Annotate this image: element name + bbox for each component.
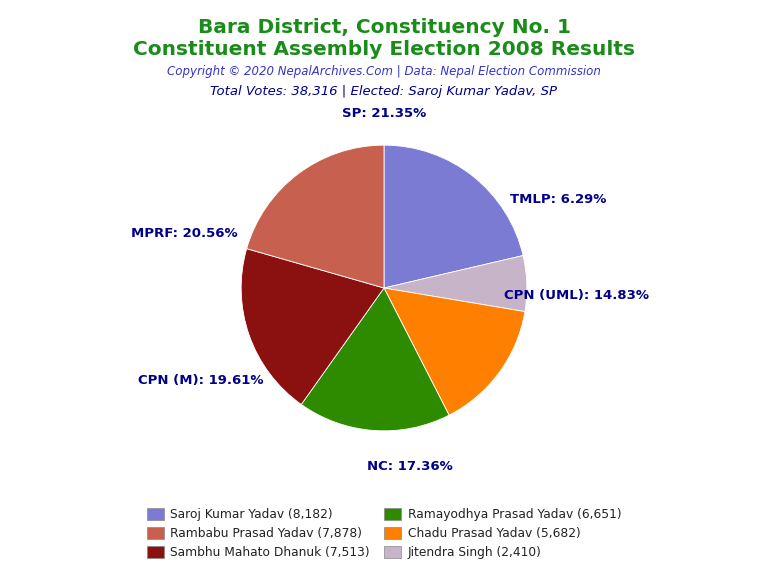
Legend: Saroj Kumar Yadav (8,182), Rambabu Prasad Yadav (7,878), Sambhu Mahato Dhanuk (7: Saroj Kumar Yadav (8,182), Rambabu Prasa… [142,503,626,564]
Text: SP: 21.35%: SP: 21.35% [342,107,426,120]
Text: CPN (UML): 14.83%: CPN (UML): 14.83% [505,289,650,302]
Text: Copyright © 2020 NepalArchives.Com | Data: Nepal Election Commission: Copyright © 2020 NepalArchives.Com | Dat… [167,65,601,78]
Wedge shape [384,256,527,312]
Wedge shape [247,145,384,288]
Text: Constituent Assembly Election 2008 Results: Constituent Assembly Election 2008 Resul… [133,40,635,59]
Text: MPRF: 20.56%: MPRF: 20.56% [131,227,237,240]
Text: Bara District, Constituency No. 1: Bara District, Constituency No. 1 [197,18,571,37]
Text: CPN (M): 19.61%: CPN (M): 19.61% [138,374,264,387]
Wedge shape [301,288,449,431]
Text: Total Votes: 38,316 | Elected: Saroj Kumar Yadav, SP: Total Votes: 38,316 | Elected: Saroj Kum… [210,85,558,98]
Text: NC: 17.36%: NC: 17.36% [367,460,452,473]
Text: TMLP: 6.29%: TMLP: 6.29% [510,193,607,206]
Wedge shape [384,288,525,415]
Wedge shape [241,249,384,404]
Wedge shape [384,145,523,288]
